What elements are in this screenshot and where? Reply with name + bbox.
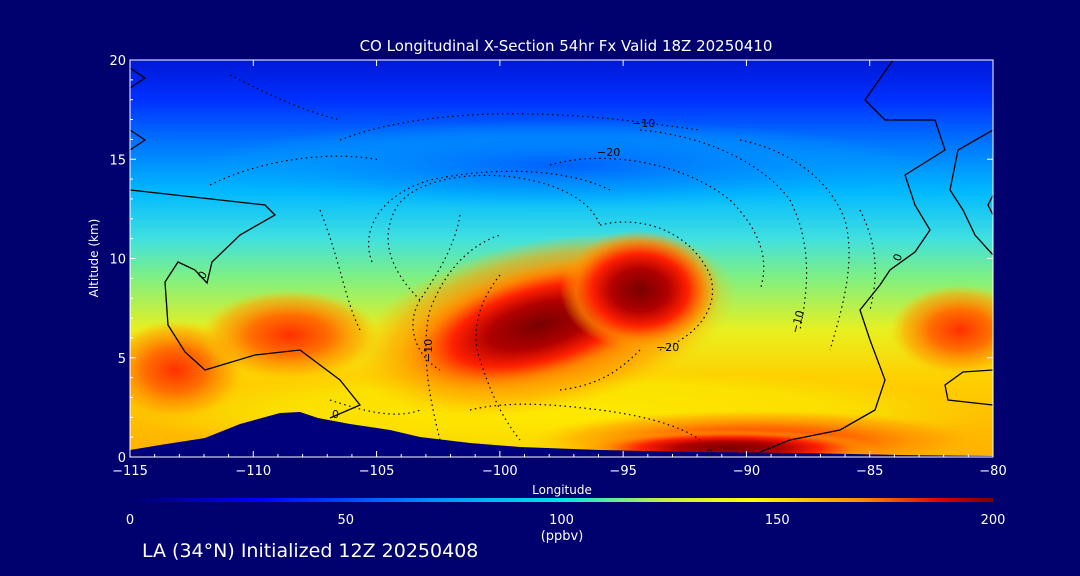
x-tick-label: −80 bbox=[979, 464, 1006, 479]
colorbar-ticks: 0 50 100 150 200 bbox=[126, 513, 1006, 528]
x-tick-label: −85 bbox=[856, 464, 883, 479]
x-tick-label: −100 bbox=[482, 464, 518, 479]
colorbar-gradient bbox=[130, 498, 993, 502]
x-tick-label: −115 bbox=[112, 464, 148, 479]
contour-label: −10 bbox=[788, 309, 807, 335]
negative-contours bbox=[209, 74, 876, 441]
contour-label: 0 bbox=[891, 252, 906, 263]
co-field bbox=[130, 60, 993, 457]
contour-label: 0 bbox=[332, 408, 339, 421]
y-ticks: 0 5 10 15 20 bbox=[109, 54, 993, 466]
contour-label: −20 bbox=[597, 146, 620, 159]
contour-label: 0 bbox=[706, 447, 713, 460]
contour-label: −10 bbox=[422, 339, 435, 362]
y-tick-label: 5 bbox=[118, 352, 126, 367]
contour-label: −20 bbox=[656, 341, 679, 354]
chart-title: CO Longitudinal X-Section 54hr Fx Valid … bbox=[360, 37, 773, 55]
x-tick-label: −95 bbox=[609, 464, 636, 479]
colorbar-tick-label: 0 bbox=[126, 513, 134, 528]
footer-caption: LA (34°N) Initialized 12Z 20250408 bbox=[142, 540, 479, 562]
colorbar-label: (ppbv) bbox=[541, 529, 584, 544]
colorbar-tick-label: 200 bbox=[981, 513, 1006, 528]
colorbar-tick-label: 50 bbox=[337, 513, 354, 528]
colorbar-tick-label: 150 bbox=[765, 513, 790, 528]
terrain bbox=[130, 412, 993, 457]
colorbar: 0 50 100 150 200 (ppbv) bbox=[126, 498, 1006, 544]
y-tick-label: 10 bbox=[109, 253, 126, 268]
y-tick-label: 20 bbox=[109, 54, 126, 69]
y-tick-label: 0 bbox=[118, 451, 126, 466]
colorbar-tick-label: 100 bbox=[549, 513, 574, 528]
x-tick-label: −110 bbox=[235, 464, 271, 479]
x-ticks: −115 −110 −105 −100 −95 −90 −85 −80 bbox=[112, 60, 1007, 479]
y-tick-label: 15 bbox=[109, 153, 126, 168]
x-tick-label: −90 bbox=[733, 464, 760, 479]
x-tick-label: −105 bbox=[359, 464, 395, 479]
zero-contours bbox=[130, 60, 993, 453]
contour-label: −10 bbox=[632, 117, 655, 130]
x-axis-label: Longitude bbox=[532, 483, 592, 497]
y-axis-label: Altitude (km) bbox=[87, 219, 101, 298]
